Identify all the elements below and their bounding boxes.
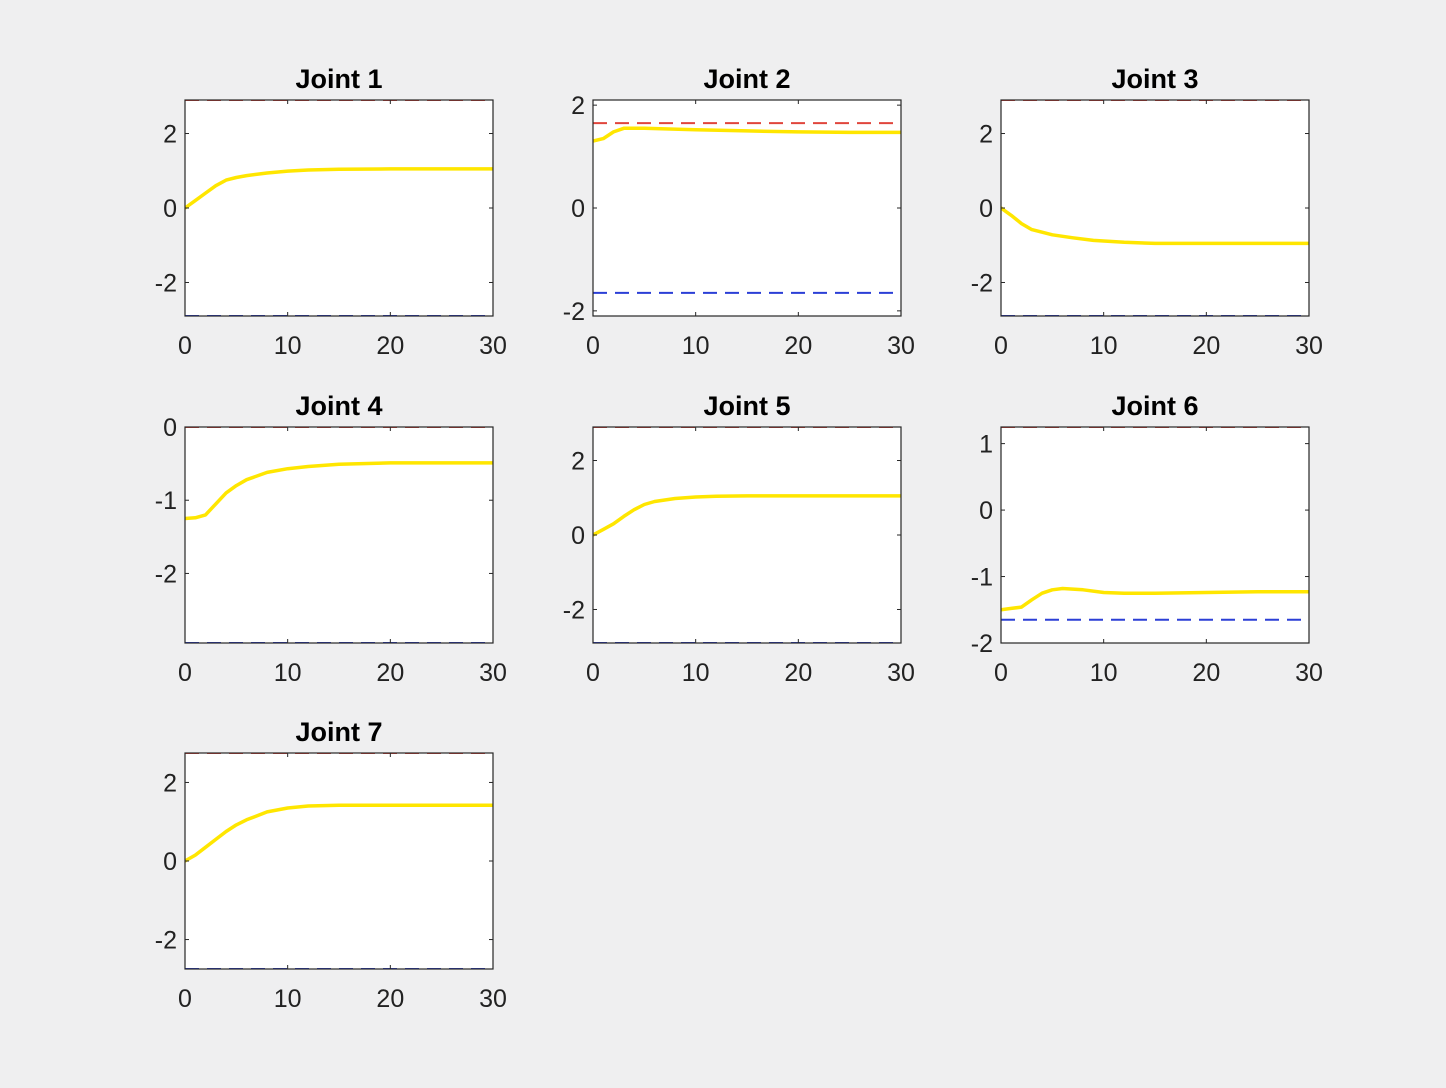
data-layer (1001, 100, 1309, 316)
joint-trajectory-line (185, 167, 493, 210)
y-tick-label: 2 (163, 769, 177, 797)
subplot-joint-7: Joint 7 0 10 20 30 -2 0 2 (155, 717, 507, 1013)
x-tick-label: 0 (994, 659, 1008, 687)
x-tick-label: 20 (784, 659, 812, 687)
x-tick-label: 10 (274, 659, 302, 687)
y-tick-label: 2 (571, 448, 585, 476)
x-tick-label: 0 (178, 659, 192, 687)
y-tick-label: -2 (563, 596, 585, 624)
data-layer (185, 753, 493, 969)
joint-trajectory-line (593, 494, 901, 537)
x-tick-label: 30 (479, 659, 507, 687)
x-tick-label: 30 (479, 332, 507, 360)
y-tick-label: 0 (571, 522, 585, 550)
y-tick-label: 0 (979, 195, 993, 223)
joint-trajectory-line (1001, 586, 1309, 612)
subplot-joint-3: Joint 3 0 10 20 30 -2 0 2 (971, 64, 1323, 360)
plot-area (1001, 427, 1309, 643)
subplot-title: Joint 7 (295, 717, 382, 747)
subplot-joint-2: Joint 20 10 20 30-202 (563, 64, 915, 360)
joint-trajectory-line (1001, 206, 1309, 246)
x-tick-label: 0 (178, 332, 192, 360)
x-tick-label: 10 (682, 659, 710, 687)
y-tick-label: 0 (163, 414, 177, 442)
subplot-joint-6: Joint 6 0 10 20 30 -2 -1 0 1 (971, 391, 1323, 687)
x-tick-label: 10 (274, 332, 302, 360)
x-tick-label: 0 (178, 985, 192, 1013)
plot-area (1001, 100, 1309, 316)
y-tick-label: -2 (155, 927, 177, 955)
axes-frame (184, 426, 494, 644)
x-tick-label: 20 (376, 659, 404, 687)
x-tick-label: 0 (586, 332, 600, 360)
y-tick-label: 0 (571, 195, 585, 223)
x-tick-label: 10 (682, 332, 710, 360)
subplot-title: Joint 3 (1111, 64, 1198, 94)
y-tick-label: -2 (155, 560, 177, 588)
x-tick-label: 20 (376, 332, 404, 360)
x-tick-label: 20 (1192, 332, 1220, 360)
y-tick-label: 2 (979, 121, 993, 149)
plot-area (593, 427, 901, 643)
data-layer (593, 122, 901, 294)
x-tick-label: 10 (1090, 659, 1118, 687)
x-tick-label: 30 (479, 985, 507, 1013)
x-tick-label: 20 (784, 332, 812, 360)
subplot-title: Joint 5 (703, 391, 790, 421)
y-tick-label: 2 (163, 121, 177, 149)
y-tick-label: -1 (155, 487, 177, 515)
plot-area (185, 427, 493, 643)
x-tick-label: 0 (586, 659, 600, 687)
subplot-joint-4: Joint 4 0 10 20 30 -2 -1 0 (155, 391, 507, 687)
x-tick-label: 10 (1090, 332, 1118, 360)
y-tick-label: 0 (163, 848, 177, 876)
y-tick-label: -2 (971, 269, 993, 297)
y-tick-label: -2 (971, 630, 993, 658)
subplot-title: Joint 2 (703, 64, 790, 94)
data-layer (1001, 427, 1309, 621)
data-layer (185, 427, 493, 643)
y-tick-label: -2 (563, 298, 585, 326)
axes-frame (1000, 426, 1310, 644)
data-layer (185, 100, 493, 316)
joint-trajectory-line (185, 461, 493, 521)
subplot-joint-5: Joint 5 0 10 20 30 -2 0 2 (563, 391, 915, 687)
subplot-title: Joint 1 (295, 64, 382, 94)
joint-trajectory-line (593, 126, 901, 143)
joint-trajectory-line (185, 803, 493, 863)
x-tick-label: 30 (887, 332, 915, 360)
x-tick-label: 30 (1295, 659, 1323, 687)
y-tick-label: -1 (971, 564, 993, 592)
x-tick-label: 30 (1295, 332, 1323, 360)
x-tick-label: 20 (1192, 659, 1220, 687)
data-layer (593, 427, 901, 643)
y-tick-label: 0 (979, 497, 993, 525)
plot-area (185, 100, 493, 316)
plot-area (185, 753, 493, 969)
x-tick-label: 0 (994, 332, 1008, 360)
y-tick-label: 0 (163, 195, 177, 223)
plot-area (593, 100, 901, 316)
x-tick-label: 20 (376, 985, 404, 1013)
y-tick-label: -2 (155, 269, 177, 297)
subplot-joint-1: Joint 1 0 10 20 30 -2 0 2 (155, 64, 507, 360)
x-tick-label: 30 (887, 659, 915, 687)
x-tick-label: 10 (274, 985, 302, 1013)
y-tick-label: 2 (571, 92, 585, 120)
y-tick-label: 1 (979, 431, 993, 459)
subplot-title: Joint 4 (295, 391, 382, 421)
subplot-title: Joint 6 (1111, 391, 1198, 421)
